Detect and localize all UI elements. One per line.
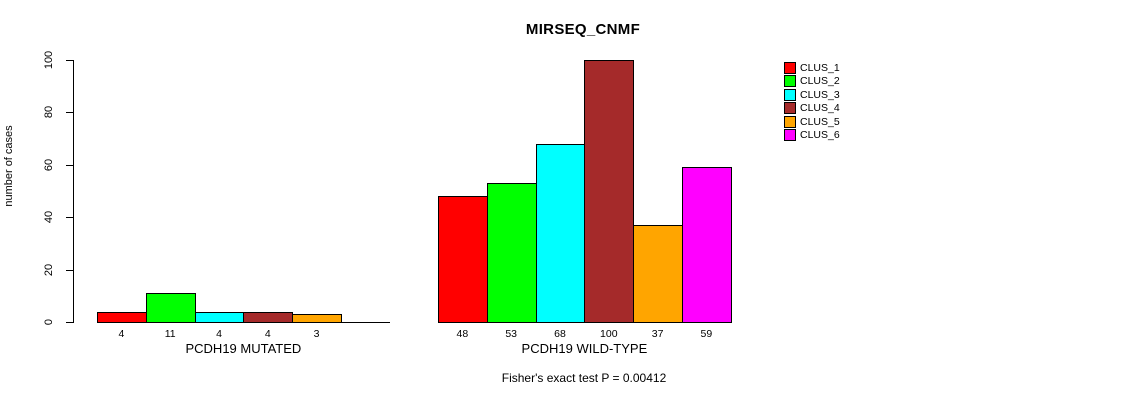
bar-value-label: 3 bbox=[313, 328, 320, 340]
legend-swatch-clus_3 bbox=[784, 88, 796, 101]
bar-value-label: 11 bbox=[164, 328, 176, 340]
bar-value-label: 48 bbox=[456, 328, 469, 340]
legend-row-clus_3: CLUS_3 bbox=[784, 88, 854, 101]
y-axis-label: number of cases bbox=[3, 125, 15, 207]
y-axis-line bbox=[73, 60, 74, 323]
legend-row-clus_5: CLUS_5 bbox=[784, 115, 854, 128]
legend-label: CLUS_3 bbox=[800, 88, 840, 101]
bar-value-label: 53 bbox=[505, 328, 518, 340]
group-axis-label-pcdh19-mutated: PCDH19 MUTATED bbox=[185, 341, 302, 356]
group-axis-label-pcdh19-wild-type: PCDH19 WILD-TYPE bbox=[521, 341, 648, 356]
chart-title: MIRSEQ_CNMF bbox=[525, 21, 641, 38]
bar-value-label: 37 bbox=[651, 328, 664, 340]
bar-value-label: 100 bbox=[600, 328, 618, 340]
legend-label: CLUS_2 bbox=[800, 75, 840, 88]
legend-swatch-clus_2 bbox=[784, 75, 796, 88]
legend-label: CLUS_6 bbox=[800, 129, 840, 141]
bar-value-label: 4 bbox=[118, 328, 125, 340]
legend-row-clus_1: CLUS_1 bbox=[784, 62, 854, 74]
y-axis-tick-label: 80 bbox=[43, 106, 55, 119]
bar-pcdh19-mutated-clus_5 bbox=[292, 314, 342, 323]
bar-value-label: 4 bbox=[216, 328, 222, 340]
legend-swatch-clus_1 bbox=[784, 62, 796, 74]
y-axis-tick bbox=[66, 60, 73, 61]
bar-pcdh19-wild-type-clus_2 bbox=[486, 183, 537, 323]
y-axis-tick bbox=[66, 322, 73, 323]
y-axis-tick-label: 100 bbox=[43, 50, 55, 70]
bar-value-label: 59 bbox=[700, 328, 713, 340]
y-axis-tick-label: 20 bbox=[43, 263, 55, 276]
bar-value-label: 68 bbox=[554, 328, 566, 340]
legend-swatch-clus_6 bbox=[784, 129, 796, 141]
bar-pcdh19-wild-type-clus_1 bbox=[438, 196, 488, 323]
y-axis-tick-label: 0 bbox=[43, 318, 55, 326]
bar-pcdh19-wild-type-clus_6 bbox=[682, 167, 732, 323]
bar-pcdh19-wild-type-clus_3 bbox=[535, 143, 586, 323]
legend-row-clus_4: CLUS_4 bbox=[784, 102, 854, 115]
legend-swatch-clus_5 bbox=[784, 115, 796, 128]
bar-pcdh19-wild-type-clus_5 bbox=[633, 225, 683, 323]
legend-label: CLUS_1 bbox=[800, 62, 840, 74]
legend-swatch-clus_4 bbox=[784, 102, 796, 115]
legend-label: CLUS_5 bbox=[800, 115, 840, 128]
footnote-fisher-test: Fisher's exact test P = 0.00412 bbox=[501, 371, 667, 385]
bar-pcdh19-mutated-clus_4 bbox=[243, 311, 294, 323]
y-axis-tick bbox=[66, 269, 73, 271]
y-axis-tick-label: 40 bbox=[43, 211, 55, 224]
bar-value-label: 4 bbox=[264, 328, 271, 340]
legend-label: CLUS_4 bbox=[800, 102, 840, 115]
legend-row-clus_6: CLUS_6 bbox=[784, 129, 854, 141]
y-axis-tick bbox=[66, 112, 73, 114]
bar-pcdh19-mutated-clus_1 bbox=[97, 311, 147, 323]
bar-pcdh19-wild-type-clus_4 bbox=[584, 60, 635, 323]
bar-pcdh19-mutated-clus_3 bbox=[194, 311, 245, 323]
legend-row-clus_2: CLUS_2 bbox=[784, 75, 854, 88]
y-axis-tick bbox=[66, 164, 73, 166]
bar-pcdh19-mutated-clus_2 bbox=[145, 293, 196, 323]
y-axis-tick-label: 60 bbox=[43, 158, 55, 171]
y-axis-tick bbox=[66, 217, 73, 219]
